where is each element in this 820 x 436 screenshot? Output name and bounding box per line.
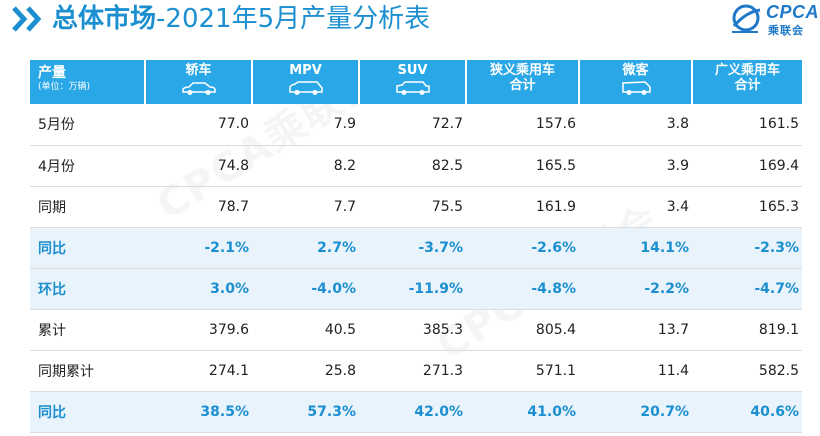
- table-cell: -11.9%: [359, 268, 466, 310]
- table-cell: 274.1: [145, 350, 252, 392]
- table-cell: 161.5: [692, 104, 802, 146]
- column-header-label: 微客: [622, 63, 649, 78]
- column-header-label: 合计: [734, 78, 761, 93]
- table-body: 5月份 77.0 7.9 72.7 157.6 3.8 161.5 4月份 74.8 8.2 82.…: [30, 104, 802, 433]
- table-cell: 169.4: [692, 145, 802, 187]
- table-cell: 3.9: [579, 145, 692, 187]
- column-header-suv: SUV: [359, 60, 467, 104]
- logo-subtext: 乘联会: [768, 24, 804, 37]
- table-cell: 8.2: [252, 145, 359, 187]
- table-cell: 82.5: [359, 145, 466, 187]
- logo-text: CPCA: [766, 2, 820, 22]
- table-row: 累计 379.6 40.5 385.3 805.4 13.7 819.1: [30, 309, 802, 351]
- table-cell: 157.6: [466, 104, 579, 146]
- table-cell: 75.5: [359, 186, 466, 228]
- mpv-icon: [288, 81, 323, 95]
- row-label: 4月份: [30, 145, 145, 187]
- row-label: 5月份: [30, 104, 145, 146]
- column-header-label: 轿车: [185, 63, 212, 78]
- table-cell: -2.3%: [692, 227, 802, 269]
- title-bar: 总体市场-2021年5月产量分析表 CPCA 乘联会: [0, 0, 820, 44]
- column-header-narrow-total: 狭义乘用车 合计: [466, 60, 580, 104]
- production-table: 产量 (单位：万辆) 轿车 MPV SUV: [30, 60, 802, 433]
- table-row: 环比 3.0% -4.0% -11.9% -4.8% -2.2% -4.7%: [30, 268, 802, 310]
- cpca-emblem-icon: [732, 4, 761, 33]
- double-chevron-icon: [12, 6, 42, 32]
- table-cell: -2.1%: [145, 227, 252, 269]
- title-prefix: 总体市场: [52, 4, 157, 34]
- table-cell: -4.7%: [692, 268, 802, 310]
- table-cell: 385.3: [359, 309, 466, 351]
- table-cell: 40.6%: [692, 391, 802, 433]
- table-cell: 165.3: [692, 186, 802, 228]
- column-header-label: SUV: [397, 63, 428, 78]
- sedan-icon: [181, 82, 216, 95]
- table-row: 同期累计 274.1 25.8 271.3 571.1 11.4 582.5: [30, 350, 802, 392]
- column-header-label: 合计: [509, 78, 536, 93]
- table-cell: 7.9: [252, 104, 359, 146]
- column-header-sedan: 轿车: [145, 60, 253, 104]
- column-header-broad-total: 广义乘用车 合计: [692, 60, 802, 104]
- table-row: 5月份 77.0 7.9 72.7 157.6 3.8 161.5: [30, 104, 802, 146]
- table-row: 同期 78.7 7.7 75.5 161.9 3.4 165.3: [30, 186, 802, 228]
- table-row: 4月份 74.8 8.2 82.5 165.5 3.9 169.4: [30, 145, 802, 187]
- column-header-label: MPV: [289, 63, 322, 78]
- page-title: 总体市场-2021年5月产量分析表: [52, 2, 430, 36]
- cpca-logo: CPCA 乘联会: [728, 2, 820, 40]
- table-cell: 161.9: [466, 186, 579, 228]
- table-cell: 3.8: [579, 104, 692, 146]
- table-cell: 14.1%: [579, 227, 692, 269]
- table-cell: 805.4: [466, 309, 579, 351]
- table-cell: 3.4: [579, 186, 692, 228]
- table-cell: -2.6%: [466, 227, 579, 269]
- column-header-minivan: 微客: [579, 60, 693, 104]
- suv-icon: [395, 81, 430, 95]
- table-cell: 165.5: [466, 145, 579, 187]
- corner-label: 产量: [38, 65, 66, 81]
- corner-header: 产量 (单位：万辆): [30, 60, 146, 104]
- table-cell: 40.5: [252, 309, 359, 351]
- row-label: 同期: [30, 186, 145, 228]
- table-cell: 74.8: [145, 145, 252, 187]
- table-cell: -2.2%: [579, 268, 692, 310]
- table-cell: 78.7: [145, 186, 252, 228]
- minivan-icon: [621, 81, 651, 95]
- table-cell: 42.0%: [359, 391, 466, 433]
- row-label: 同比: [30, 227, 145, 269]
- table-cell: 582.5: [692, 350, 802, 392]
- table-cell: -4.0%: [252, 268, 359, 310]
- row-label: 环比: [30, 268, 145, 310]
- row-label: 同比: [30, 391, 145, 433]
- column-header-mpv: MPV: [252, 60, 360, 104]
- table-cell: 379.6: [145, 309, 252, 351]
- row-label: 同期累计: [30, 350, 145, 392]
- table-cell: 57.3%: [252, 391, 359, 433]
- table-cell: 7.7: [252, 186, 359, 228]
- table-cell: 571.1: [466, 350, 579, 392]
- title-suffix: -2021年5月产量分析表: [156, 4, 431, 34]
- table-cell: 20.7%: [579, 391, 692, 433]
- unit-label: (单位：万辆): [38, 82, 91, 92]
- table-row: 同比 38.5% 57.3% 42.0% 41.0% 20.7% 40.6%: [30, 391, 802, 433]
- table-row: 同比 -2.1% 2.7% -3.7% -2.6% 14.1% -2.3%: [30, 227, 802, 269]
- table-cell: 11.4: [579, 350, 692, 392]
- column-header-label: 广义乘用车: [714, 63, 780, 78]
- column-header-label: 狭义乘用车: [489, 63, 555, 78]
- table-cell: 41.0%: [466, 391, 579, 433]
- table-cell: 271.3: [359, 350, 466, 392]
- table-cell: -3.7%: [359, 227, 466, 269]
- table-cell: 819.1: [692, 309, 802, 351]
- table-cell: 72.7: [359, 104, 466, 146]
- row-label: 累计: [30, 309, 145, 351]
- table-cell: 2.7%: [252, 227, 359, 269]
- table-cell: 77.0: [145, 104, 252, 146]
- table-cell: -4.8%: [466, 268, 579, 310]
- table-header-row: 产量 (单位：万辆) 轿车 MPV SUV: [30, 60, 802, 104]
- table-cell: 13.7: [579, 309, 692, 351]
- table-cell: 25.8: [252, 350, 359, 392]
- table-cell: 3.0%: [145, 268, 252, 310]
- table-cell: 38.5%: [145, 391, 252, 433]
